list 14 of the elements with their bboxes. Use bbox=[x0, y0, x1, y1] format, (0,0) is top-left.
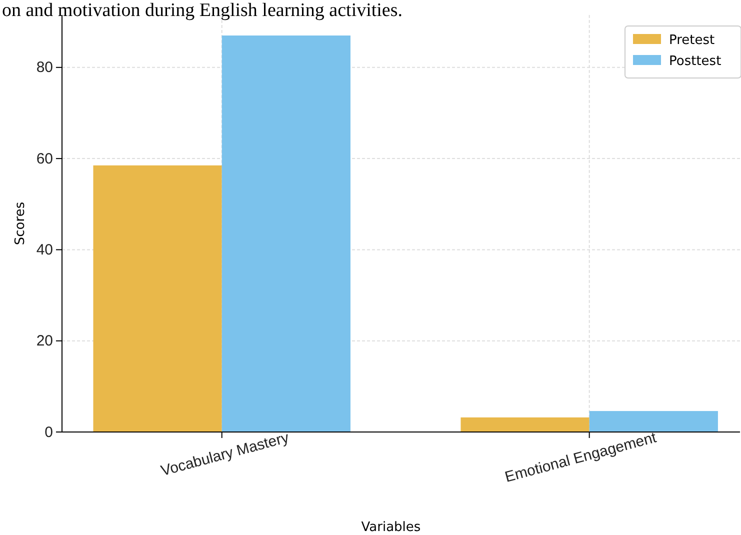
bar bbox=[222, 36, 350, 432]
y-tick-label: 20 bbox=[36, 332, 53, 350]
x-axis-title: Variables bbox=[361, 520, 421, 535]
legend-label: Posttest bbox=[669, 54, 722, 69]
legend-label: Pretest bbox=[669, 33, 715, 48]
y-axis-title: Scores bbox=[13, 202, 28, 246]
bar bbox=[460, 417, 590, 432]
y-tick-label: 60 bbox=[36, 150, 53, 168]
y-tick-label: 80 bbox=[36, 59, 53, 76]
y-tick-label: 40 bbox=[36, 242, 53, 259]
y-tick-label: 0 bbox=[44, 424, 53, 441]
bar bbox=[93, 165, 222, 432]
annotation: on and motivation during English learning activities. bbox=[2, 0, 403, 21]
bar bbox=[589, 411, 718, 432]
